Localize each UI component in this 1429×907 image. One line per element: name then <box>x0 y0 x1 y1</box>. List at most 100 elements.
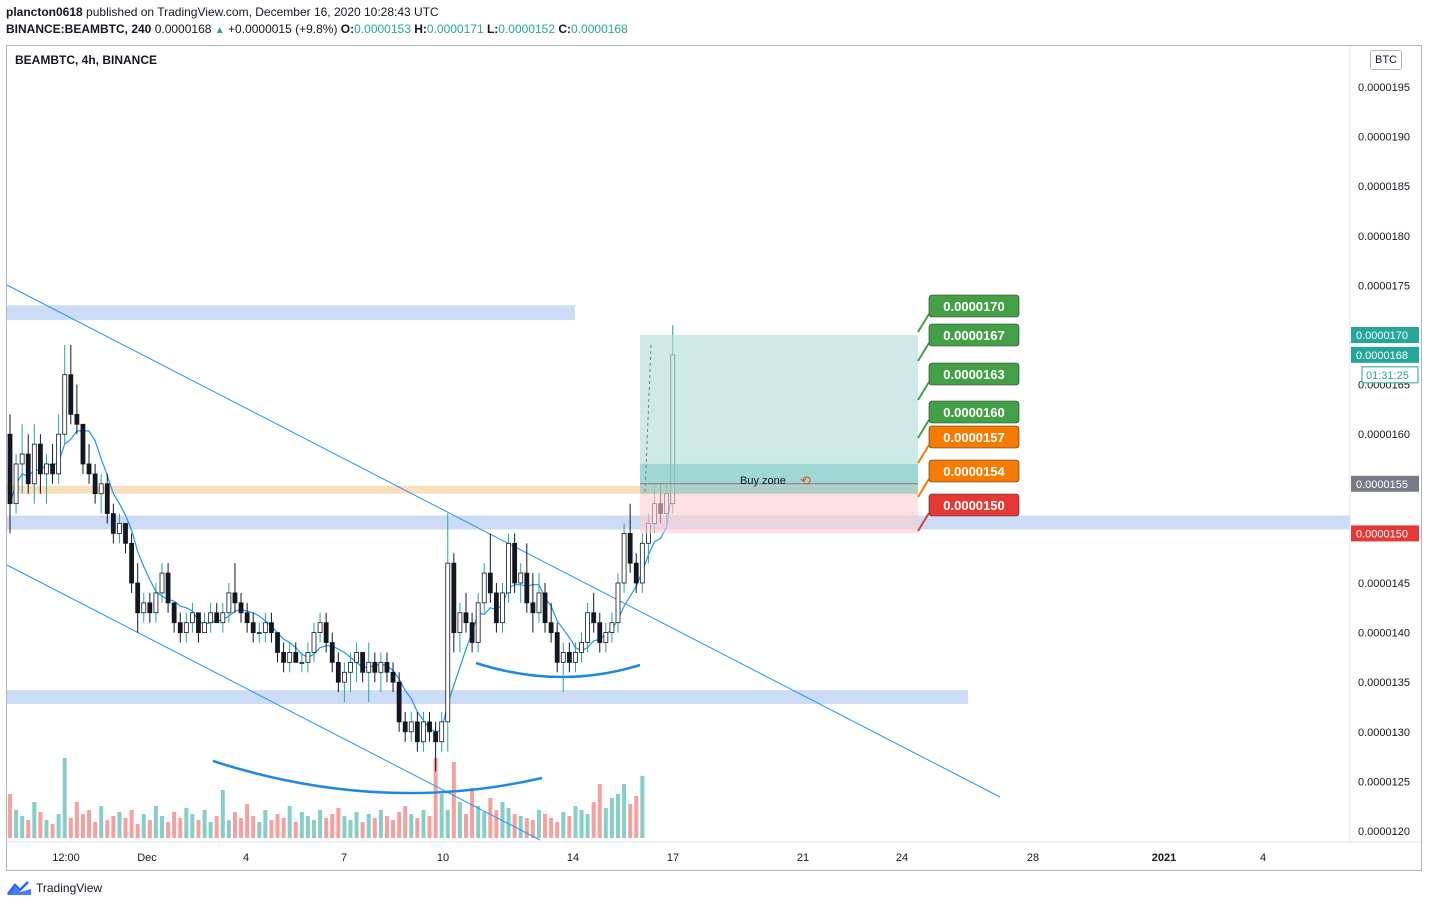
volume-bar <box>202 810 207 838</box>
price-tick-label: 0.0000120 <box>1358 826 1410 838</box>
price-badge-text: 0.0000168 <box>1356 350 1408 362</box>
volume-bar <box>360 822 365 838</box>
volume-bar <box>184 808 189 838</box>
rounding-bottom-curve-small <box>475 661 641 679</box>
time-tick-label: 4 <box>1260 852 1266 864</box>
candle-up <box>220 612 226 624</box>
volume-bar <box>439 794 444 838</box>
candle-down <box>390 671 396 683</box>
volume-bar <box>251 816 256 838</box>
symbol-label: BINANCE:BEAMBTC, 240 <box>6 22 152 36</box>
target-label-orange <box>928 459 1020 483</box>
volume-bar <box>342 816 347 838</box>
author-name[interactable]: plancton0618 <box>6 5 83 19</box>
candle-down <box>524 572 530 604</box>
volume-bar <box>257 822 262 838</box>
tradingview-logo-icon <box>7 881 31 895</box>
candle-down <box>165 572 171 604</box>
price-change: +0.0000015 (+9.8%) <box>228 22 338 36</box>
candle-down <box>414 721 420 743</box>
target-pointer <box>917 313 930 333</box>
volume-bar <box>160 816 164 838</box>
price-tick-label: 0.0000135 <box>1358 677 1410 689</box>
volume-bar <box>597 784 602 838</box>
volume-bar <box>609 798 614 838</box>
volume-bar <box>239 818 244 838</box>
candle-down <box>269 622 274 633</box>
volume-bar <box>366 814 371 838</box>
candle-down <box>566 652 572 663</box>
candle-down <box>633 562 639 584</box>
time-tick-label: 7 <box>341 852 347 864</box>
price-tick-label: 0.0000145 <box>1358 578 1410 590</box>
volume-bar <box>62 758 67 838</box>
volume-bar <box>226 820 231 838</box>
candle-up <box>639 542 645 584</box>
time-tick-label: 21 <box>797 852 809 864</box>
candle-down <box>372 661 378 673</box>
volume-bar <box>336 808 341 838</box>
volume-bar <box>372 818 377 838</box>
volume-bar <box>196 820 201 838</box>
candle-down <box>135 582 141 614</box>
volume-bar <box>129 810 134 838</box>
volume-bar <box>87 810 92 838</box>
target-pointer <box>917 381 930 401</box>
target-label-green <box>928 400 1020 424</box>
volume-bar <box>464 814 468 838</box>
candle-up <box>305 652 311 663</box>
candle-up <box>439 721 445 743</box>
volume-bar <box>44 820 49 838</box>
volume-bar <box>506 808 511 838</box>
candle-up <box>408 721 414 733</box>
volume-bar <box>421 810 426 838</box>
candle-down <box>335 661 341 683</box>
high-label: H: <box>414 22 427 36</box>
candle-up <box>348 661 353 673</box>
price-tick-label: 0.0000125 <box>1358 776 1410 788</box>
price-tick-label: 0.0000190 <box>1358 132 1410 144</box>
volume-bar <box>299 812 304 838</box>
time-tick-label: 17 <box>667 852 679 864</box>
volume-bar <box>275 814 280 838</box>
candle-down <box>50 463 55 475</box>
volume-bar <box>153 806 158 838</box>
candle-up <box>579 642 584 653</box>
candle-down <box>591 612 597 624</box>
volume-bar <box>391 820 396 838</box>
time-tick-label: Dec <box>137 852 157 864</box>
close-label: C: <box>558 22 572 36</box>
volume-bar <box>20 816 25 838</box>
currency-button[interactable]: BTC <box>1370 50 1402 70</box>
high-value: 0.0000171 <box>426 22 484 36</box>
candle-down <box>104 483 110 514</box>
volume-bar <box>427 816 432 838</box>
candle-up <box>317 622 323 633</box>
target-pointer <box>917 419 930 439</box>
candle-down <box>433 731 439 743</box>
candle-down <box>38 443 43 475</box>
candle-up <box>98 483 104 495</box>
candle-down <box>177 622 183 633</box>
triangle-up-icon: ▲ <box>214 25 225 36</box>
chart-title: BEAMBTC, 4h, BINANCE <box>15 53 158 67</box>
volume-bar <box>32 802 37 838</box>
volume-bar <box>330 814 335 838</box>
volume-bar <box>603 808 608 838</box>
footer-brand[interactable]: TradingView <box>6 880 102 896</box>
target-label-text: 0.0000163 <box>943 367 1004 382</box>
volume-bar <box>26 820 31 838</box>
candle-down <box>68 374 74 415</box>
volume-bar <box>324 818 329 838</box>
volume-bar <box>14 810 19 838</box>
volume-bar <box>476 806 481 838</box>
volume-bar <box>263 810 268 838</box>
volume-bar <box>281 818 286 838</box>
candle-down <box>360 652 366 673</box>
candle-up <box>208 612 214 624</box>
last-price: 0.0000168 <box>154 22 212 36</box>
volume-bar <box>305 816 310 838</box>
volume-bar <box>141 814 146 838</box>
volume-bar <box>208 822 213 838</box>
